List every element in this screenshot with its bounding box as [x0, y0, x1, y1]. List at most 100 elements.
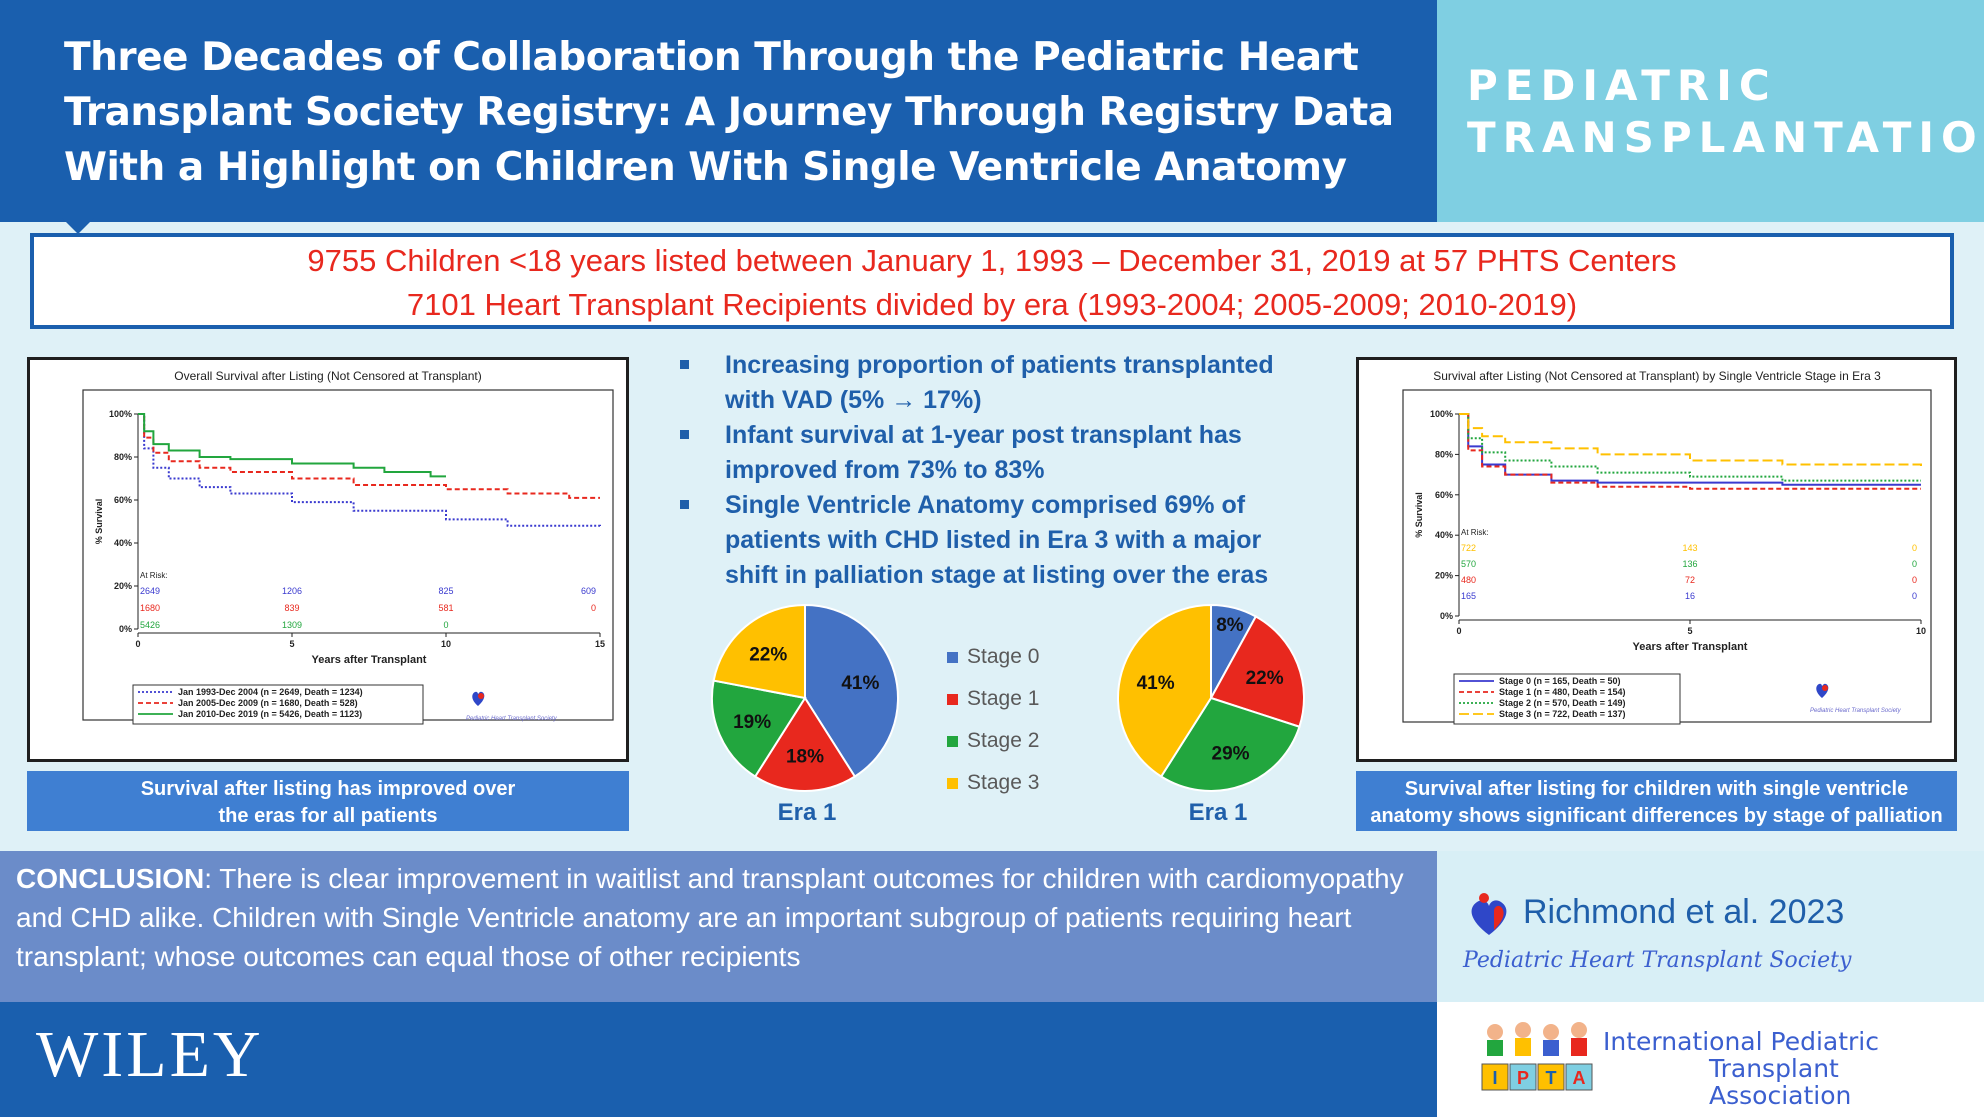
legend-swatch	[947, 693, 958, 705]
at-risk-value: 2649	[140, 586, 160, 596]
pie-slice-label: 29%	[1212, 743, 1250, 764]
pie-legend: Stage 0 Stage 1 Stage 2 Stage 3	[947, 636, 1039, 804]
x-axis-label: Years after Transplant	[312, 654, 427, 666]
legend-text: Jan 2005-Dec 2009 (n = 1680, Death = 528…	[178, 698, 358, 708]
legend-label: Stage 0	[967, 645, 1040, 668]
at-risk-value: 0	[1912, 559, 1917, 569]
summary-box: 9755 Children <18 years listed between J…	[30, 233, 1954, 329]
bullet-icon	[680, 500, 689, 509]
pie-slice-stage-3	[1117, 603, 1212, 778]
legend-item-stage-2: Stage 2	[947, 720, 1039, 762]
conclusion-text: CONCLUSION: There is clear improvement i…	[16, 859, 1416, 976]
ipta-logo-icon: I P T A	[1478, 1020, 1596, 1094]
bullet-text: Increasing proportion of patients transp…	[725, 351, 1274, 414]
y-tick-label: 20%	[1435, 571, 1453, 581]
bullet-icon	[680, 430, 689, 439]
y-tick-label: 80%	[114, 452, 132, 462]
infographic-title: Three Decades of Collaboration Through t…	[64, 30, 1404, 195]
stage-survival-chart: Survival after Listing (Not Censored at …	[1402, 369, 1932, 725]
y-tick-label: 60%	[1435, 490, 1453, 500]
legend-label: Stage 2	[967, 729, 1040, 752]
bullet-item: Increasing proportion of patients transp…	[680, 348, 1320, 418]
ipta-name-line-1: International Pediatric	[1603, 1027, 1879, 1056]
ipta-band	[1437, 1002, 1984, 1117]
at-risk-value: 16	[1685, 591, 1695, 601]
journal-name: PEDIATRIC TRANSPLANTATION	[1467, 60, 1984, 164]
y-tick-label: 20%	[114, 581, 132, 591]
y-axis-label: % Survival	[1414, 492, 1424, 538]
at-risk-label: At Risk:	[1461, 528, 1489, 537]
bullet-text: Infant survival at 1-year post transplan…	[725, 421, 1242, 484]
y-tick-label: 0%	[1440, 611, 1453, 621]
legend-swatch	[947, 735, 958, 747]
pie-slice-label: 18%	[786, 747, 824, 768]
key-findings-list: Increasing proportion of patients transp…	[680, 348, 1320, 593]
at-risk-value: 480	[1461, 575, 1476, 585]
at-risk-value: 1309	[282, 620, 302, 630]
left-caption: Survival after listing has improved over…	[27, 771, 629, 831]
chart-legend	[132, 684, 424, 725]
y-tick-label: 40%	[114, 538, 132, 548]
ipta-block-p: P	[1517, 1068, 1529, 1088]
title-line-2: Transplant Society Registry: A Journey T…	[64, 90, 1394, 135]
journal-name-line-1: PEDIATRIC	[1467, 61, 1777, 110]
legend-text: Jan 1993-Dec 2004 (n = 2649, Death = 123…	[178, 687, 363, 697]
at-risk-value: 1206	[282, 586, 302, 596]
left-caption-line-1: Survival after listing has improved over	[140, 778, 516, 800]
ipta-name-line-2: Transplant Association	[1709, 1054, 1852, 1110]
pie-chart-era-a: 41% 18% 19% 22%	[711, 603, 899, 792]
pie-slice-label: 8%	[1216, 615, 1244, 636]
pie-a-title: Era 1	[777, 799, 837, 826]
header-band	[0, 0, 1437, 222]
at-risk-label: At Risk:	[140, 571, 168, 580]
x-axis-label: Years after Transplant	[1633, 641, 1748, 653]
survival-line-3	[1459, 413, 1921, 482]
y-tick-label: 0%	[119, 624, 132, 634]
plot-frame	[82, 389, 614, 721]
x-tick-label: 10	[441, 639, 451, 649]
survival-line-1	[138, 413, 601, 528]
overall-survival-panel: Overall Survival after Listing (Not Cens…	[27, 357, 629, 762]
phts-mini-logo-text: Pediatric Heart Transplant Society	[1810, 708, 1902, 714]
pie-slice-stage-1	[753, 696, 857, 792]
at-risk-value: 165	[1461, 591, 1476, 601]
phts-logo-text: Pediatric Heart Transplant Society	[1463, 948, 1852, 973]
y-tick-label: 100%	[1430, 409, 1453, 419]
ipta-block-i: I	[1492, 1068, 1497, 1088]
phts-mini-logo-icon	[1816, 683, 1829, 698]
at-risk-value: 609	[581, 586, 596, 596]
bullet-item: Infant survival at 1-year post transplan…	[680, 418, 1320, 488]
bullet-icon	[680, 360, 689, 369]
at-risk-value: 1680	[140, 603, 160, 613]
conclusion-lead: CONCLUSION	[16, 863, 205, 894]
right-caption-line-1: Survival after listing for children with…	[1404, 778, 1909, 800]
y-tick-label: 80%	[1435, 449, 1453, 459]
legend-text: Stage 3 (n = 722, Death = 137)	[1499, 709, 1626, 719]
legend-text: Stage 1 (n = 480, Death = 154)	[1499, 687, 1626, 697]
x-tick-label: 5	[1687, 626, 1692, 636]
pie-slice-stage-2	[711, 679, 807, 778]
title-line-3: With a Highlight on Children With Single…	[64, 145, 1347, 190]
right-caption: Survival after listing for children with…	[1356, 771, 1957, 831]
at-risk-value: 839	[284, 603, 299, 613]
legend-item-stage-1: Stage 1	[947, 678, 1039, 720]
phts-mini-logo-text: Pediatric Heart Transplant Society	[466, 716, 558, 722]
overall-survival-chart: Overall Survival after Listing (Not Cens…	[82, 369, 614, 725]
y-tick-label: 40%	[1435, 530, 1453, 540]
legend-swatch	[947, 777, 958, 789]
x-tick-label: 10	[1916, 626, 1926, 636]
pie-slice-label: 41%	[1137, 673, 1175, 694]
pie-b-title: Era 1	[1188, 799, 1248, 826]
pie-slice-stage-2	[1159, 696, 1301, 792]
legend-item-stage-3: Stage 3	[947, 762, 1039, 804]
y-tick-label: 100%	[109, 409, 132, 419]
at-risk-value: 0	[443, 620, 448, 630]
legend-text: Stage 2 (n = 570, Death = 149)	[1499, 698, 1626, 708]
phts-heart-logo-icon	[1471, 893, 1507, 935]
at-risk-value: 0	[1912, 591, 1917, 601]
left-caption-line-2: the eras for all patients	[218, 805, 438, 827]
x-tick-label: 15	[595, 639, 605, 649]
ipta-name: International Pediatric Transplant Assoc…	[1603, 1028, 1963, 1109]
journal-name-line-2: TRANSPLANTATION	[1467, 113, 1984, 162]
chart-legend	[1453, 673, 1681, 725]
